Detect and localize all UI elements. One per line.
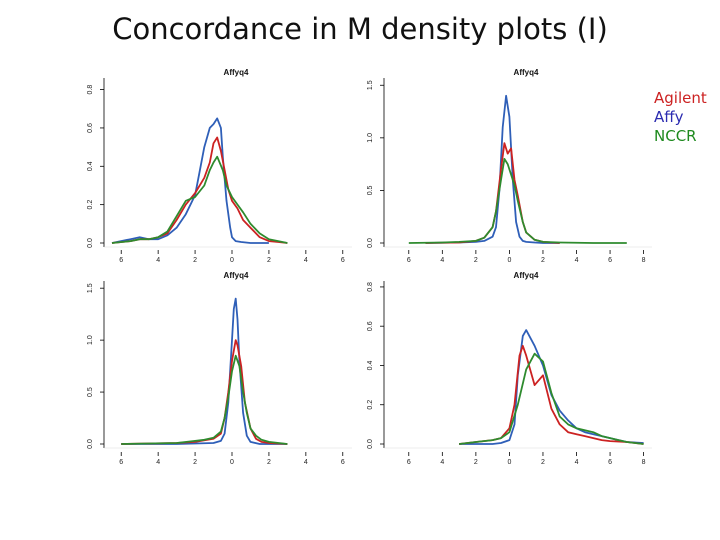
y-tick-label-4-0: 0.0 [367, 439, 374, 449]
x-tick-label-2-4: 2 [541, 257, 545, 264]
y-tick-label-2-0: 0.0 [367, 238, 374, 248]
x-tick-label-4-0: 6 [407, 459, 411, 466]
series-line-4-affy [459, 329, 644, 445]
y-tick-label-4-3: 0.6 [367, 321, 374, 331]
series-line-4-agilent [458, 344, 644, 445]
y-tick-label-4-4: 0.8 [367, 282, 374, 292]
series-line-1-affy [111, 117, 269, 244]
x-tick-label-4-6: 6 [608, 459, 612, 466]
x-tick-label-2-2: 2 [474, 257, 478, 264]
legend-item-nccr: NCCR [654, 127, 697, 145]
series-line-1-nccr [111, 155, 288, 244]
x-tick-label-3-2: 2 [193, 459, 197, 466]
y-tick-label-2-3: 1.5 [367, 80, 374, 90]
x-tick-label-3-0: 6 [119, 459, 123, 466]
x-tick-label-2-3: 0 [507, 257, 511, 264]
panel-title-4: Affyq4 [514, 271, 539, 280]
legend-item-agilent: Agilent [654, 89, 707, 107]
x-tick-label-3-6: 6 [341, 459, 345, 466]
x-tick-label-4-7: 8 [642, 459, 646, 466]
x-tick-label-2-1: 4 [440, 257, 444, 264]
series-line-3-affy [121, 297, 288, 445]
x-tick-label-1-5: 4 [304, 257, 308, 264]
series-line-2-affy [425, 94, 560, 244]
x-tick-label-1-6: 6 [341, 257, 345, 264]
y-tick-label-1-4: 0.8 [87, 85, 94, 95]
x-tick-label-4-4: 2 [541, 459, 545, 466]
x-tick-label-4-1: 4 [440, 459, 444, 466]
x-tick-label-4-2: 2 [474, 459, 478, 466]
x-tick-label-2-7: 8 [642, 257, 646, 264]
y-tick-label-3-0: 0.0 [87, 439, 94, 449]
y-tick-label-2-2: 1.0 [367, 133, 374, 143]
x-tick-label-1-1: 4 [156, 257, 160, 264]
slide-title: Concordance in M density plots (I) [112, 12, 608, 46]
y-tick-label-3-1: 0.5 [87, 387, 94, 397]
y-tick-label-1-0: 0.0 [87, 238, 94, 248]
x-tick-label-2-0: 6 [407, 257, 411, 264]
x-tick-label-1-0: 6 [119, 257, 123, 264]
y-tick-label-4-2: 0.4 [367, 360, 374, 370]
series-line-2-nccr [408, 157, 627, 244]
x-tick-label-2-6: 6 [608, 257, 612, 264]
x-tick-label-1-2: 2 [193, 257, 197, 264]
y-tick-label-2-1: 0.5 [367, 185, 374, 195]
x-tick-label-3-4: 2 [267, 459, 271, 466]
x-tick-label-4-3: 0 [507, 459, 511, 466]
y-tick-label-4-1: 0.2 [367, 400, 374, 410]
x-tick-label-2-5: 4 [575, 257, 579, 264]
legend: Agilent Affy NCCR [654, 89, 707, 146]
series-line-3-agilent [121, 339, 288, 445]
series-line-3-nccr [121, 354, 288, 445]
x-tick-label-3-3: 0 [230, 459, 234, 466]
x-tick-label-3-1: 4 [156, 459, 160, 466]
x-tick-label-1-4: 2 [267, 257, 271, 264]
y-tick-label-1-3: 0.6 [87, 123, 94, 133]
panel-title-2: Affyq4 [514, 68, 539, 77]
y-tick-label-3-2: 1.0 [87, 335, 94, 345]
x-tick-label-1-3: 0 [230, 257, 234, 264]
x-tick-label-4-5: 4 [575, 459, 579, 466]
y-tick-label-1-1: 0.2 [87, 200, 94, 210]
series-line-4-nccr [458, 352, 644, 445]
panel-title-3: Affyq4 [224, 271, 249, 280]
legend-item-affy: Affy [654, 108, 684, 126]
x-tick-label-3-5: 4 [304, 459, 308, 466]
y-tick-label-3-3: 1.5 [87, 283, 94, 293]
y-tick-label-1-2: 0.4 [87, 161, 94, 171]
panel-title-1: Affyq4 [224, 68, 249, 77]
